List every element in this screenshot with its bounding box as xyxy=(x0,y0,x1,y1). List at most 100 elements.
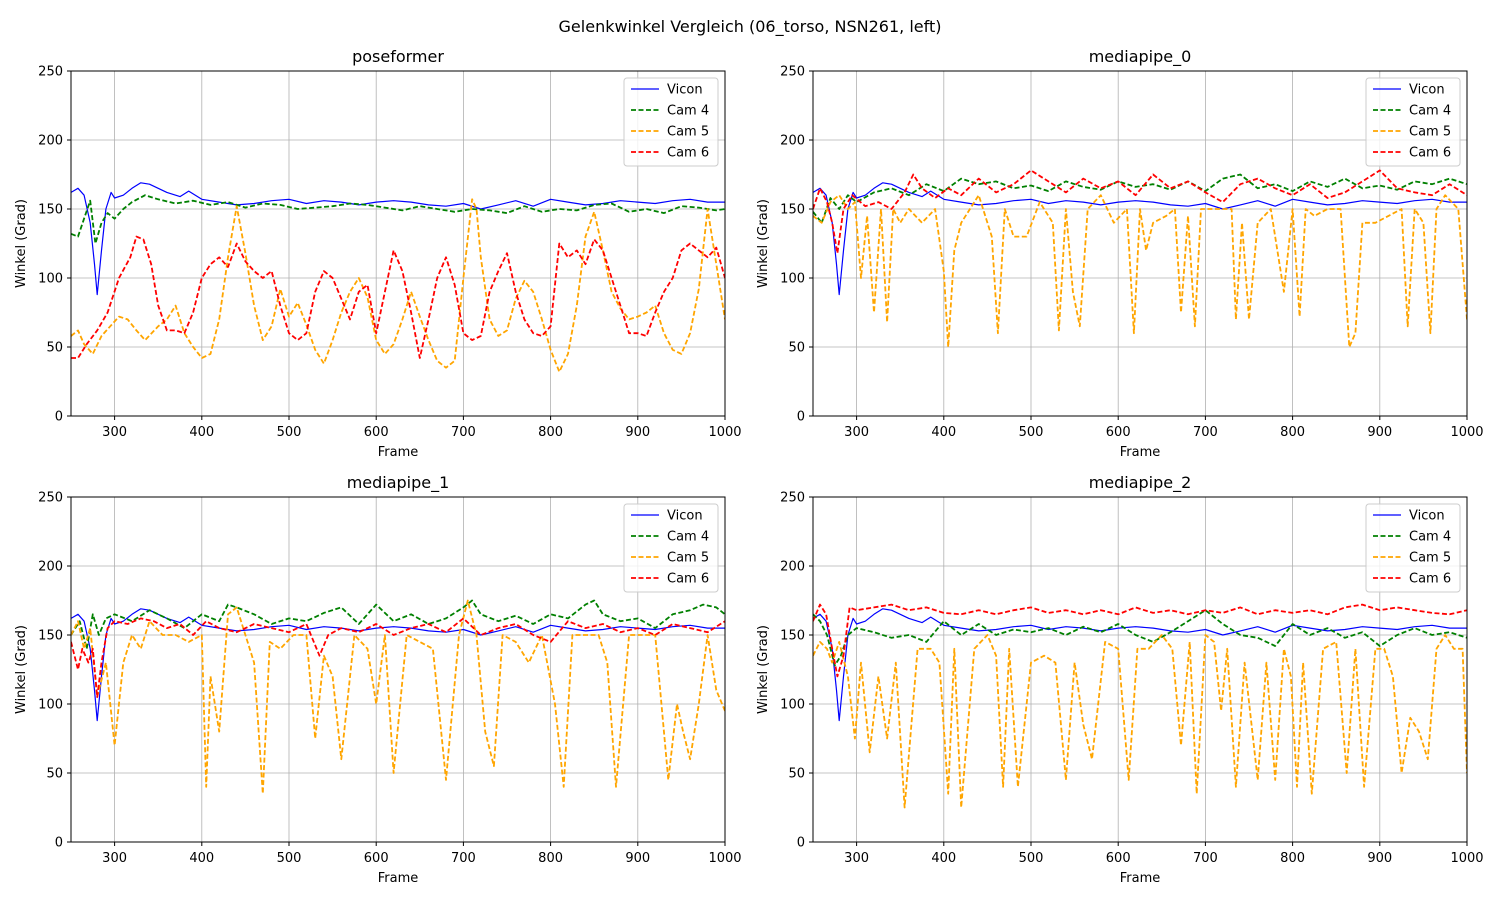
axes-frame xyxy=(70,70,726,417)
y-tick-label: 200 xyxy=(780,134,805,149)
legend-entry: Vicon xyxy=(1409,509,1445,524)
x-tick-label: 300 xyxy=(102,851,127,866)
legend-entry: Cam 6 xyxy=(667,146,709,161)
y-tick-label: 200 xyxy=(38,134,63,149)
y-tick-label: 0 xyxy=(797,410,805,425)
x-tick-label: 700 xyxy=(451,425,476,440)
subplot-title: mediapipe_0 xyxy=(1089,47,1192,67)
legend-entry: Cam 6 xyxy=(1409,572,1451,587)
subplot-mediapipe_0: 300 400 500 600 700 800 900 1000 0 50 100 150 200 250… xyxy=(756,47,1484,460)
subplot-title: poseformer xyxy=(352,47,444,66)
y-tick-label: 200 xyxy=(780,560,805,575)
x-tick-label: 500 xyxy=(1019,425,1044,440)
y-tick-label: 0 xyxy=(55,836,63,851)
x-tick-label: 400 xyxy=(189,851,214,866)
x-tick-label: 400 xyxy=(189,425,214,440)
series-line-vicon xyxy=(813,608,1467,722)
x-tick-label: 800 xyxy=(538,851,563,866)
x-axis-label: Frame xyxy=(378,871,419,886)
legend-entry: Cam 5 xyxy=(1409,551,1451,566)
series-group xyxy=(71,182,725,373)
x-tick-label: 800 xyxy=(1280,425,1305,440)
y-tick-label: 100 xyxy=(38,698,63,713)
subplot-poseformer: 300 400 500 600 700 800 900 1000 0 50 100 150 200 250… xyxy=(14,47,742,460)
series-line-cam-5 xyxy=(813,634,1467,809)
series-line-cam-4 xyxy=(813,609,1467,667)
y-tick-label: 250 xyxy=(780,491,805,506)
y-tick-label: 150 xyxy=(38,203,63,218)
x-tick-label: 600 xyxy=(364,425,389,440)
y-tick-label: 50 xyxy=(46,767,63,782)
x-tick-label: 500 xyxy=(1019,851,1044,866)
x-tick-label: 900 xyxy=(1367,851,1392,866)
x-tick-label: 900 xyxy=(625,851,650,866)
y-tick-label: 100 xyxy=(780,698,805,713)
x-tick-label: 800 xyxy=(1280,851,1305,866)
y-tick-label: 50 xyxy=(788,767,805,782)
series-line-cam-4 xyxy=(71,599,725,650)
y-tick-label: 50 xyxy=(46,341,63,356)
x-tick-label: 700 xyxy=(1193,851,1218,866)
y-tick-label: 150 xyxy=(780,629,805,644)
x-tick-label: 500 xyxy=(277,851,302,866)
x-tick-label: 300 xyxy=(844,851,869,866)
x-tick-label: 300 xyxy=(102,425,127,440)
legend: Vicon Cam 4 Cam 5 Cam 6 xyxy=(623,503,719,593)
legend-entry: Cam 5 xyxy=(667,551,709,566)
subplot-title: mediapipe_2 xyxy=(1089,473,1192,493)
legend-entry: Cam 5 xyxy=(667,125,709,140)
x-tick-label: 600 xyxy=(1106,851,1131,866)
axes-frame xyxy=(812,496,1468,843)
x-tick-label: 1000 xyxy=(1450,851,1483,866)
axes-frame xyxy=(70,496,726,843)
legend: Vicon Cam 4 Cam 5 Cam 6 xyxy=(1365,503,1461,593)
y-tick-label: 0 xyxy=(55,410,63,425)
legend-entry: Vicon xyxy=(1409,83,1445,98)
subplot-mediapipe_2: 300 400 500 600 700 800 900 1000 0 50 100 150 200 250… xyxy=(756,473,1484,886)
legend-entry: Cam 4 xyxy=(1409,530,1451,545)
series-line-cam-4 xyxy=(71,194,725,245)
x-axis-label: Frame xyxy=(378,445,419,460)
legend-entry: Cam 5 xyxy=(1409,125,1451,140)
legend: Vicon Cam 4 Cam 5 Cam 6 xyxy=(623,77,719,167)
legend-entry: Vicon xyxy=(667,509,703,524)
legend-box xyxy=(623,503,719,593)
y-tick-label: 150 xyxy=(38,629,63,644)
x-tick-label: 1000 xyxy=(708,425,741,440)
legend-entry: Cam 4 xyxy=(667,104,709,119)
legend-entry: Cam 6 xyxy=(667,572,709,587)
x-tick-label: 400 xyxy=(931,425,956,440)
series-line-cam-6 xyxy=(71,617,725,698)
series-line-vicon xyxy=(71,608,725,722)
legend-entry: Vicon xyxy=(667,83,703,98)
x-tick-label: 300 xyxy=(844,425,869,440)
legend-box xyxy=(623,77,719,167)
y-tick-label: 150 xyxy=(780,203,805,218)
series-line-vicon xyxy=(813,182,1467,296)
series-group xyxy=(813,603,1467,809)
x-tick-label: 600 xyxy=(1106,425,1131,440)
y-axis-label: Winkel (Grad) xyxy=(756,625,771,714)
y-tick-label: 250 xyxy=(780,65,805,80)
x-axis-label: Frame xyxy=(1120,445,1161,460)
series-line-cam-5 xyxy=(813,194,1467,348)
legend-entry: Cam 6 xyxy=(1409,146,1451,161)
legend-entry: Cam 4 xyxy=(667,530,709,545)
x-tick-label: 400 xyxy=(931,851,956,866)
y-tick-label: 200 xyxy=(38,560,63,575)
x-tick-label: 900 xyxy=(1367,425,1392,440)
series-line-cam-6 xyxy=(71,235,725,359)
x-tick-label: 900 xyxy=(625,425,650,440)
x-tick-label: 1000 xyxy=(1450,425,1483,440)
y-tick-label: 250 xyxy=(38,65,63,80)
y-tick-label: 100 xyxy=(38,272,63,287)
y-axis-label: Winkel (Grad) xyxy=(14,625,29,714)
y-tick-label: 0 xyxy=(797,836,805,851)
series-group xyxy=(71,599,725,795)
y-axis-label: Winkel (Grad) xyxy=(14,199,29,288)
legend: Vicon Cam 4 Cam 5 Cam 6 xyxy=(1365,77,1461,167)
x-axis-label: Frame xyxy=(1120,871,1161,886)
